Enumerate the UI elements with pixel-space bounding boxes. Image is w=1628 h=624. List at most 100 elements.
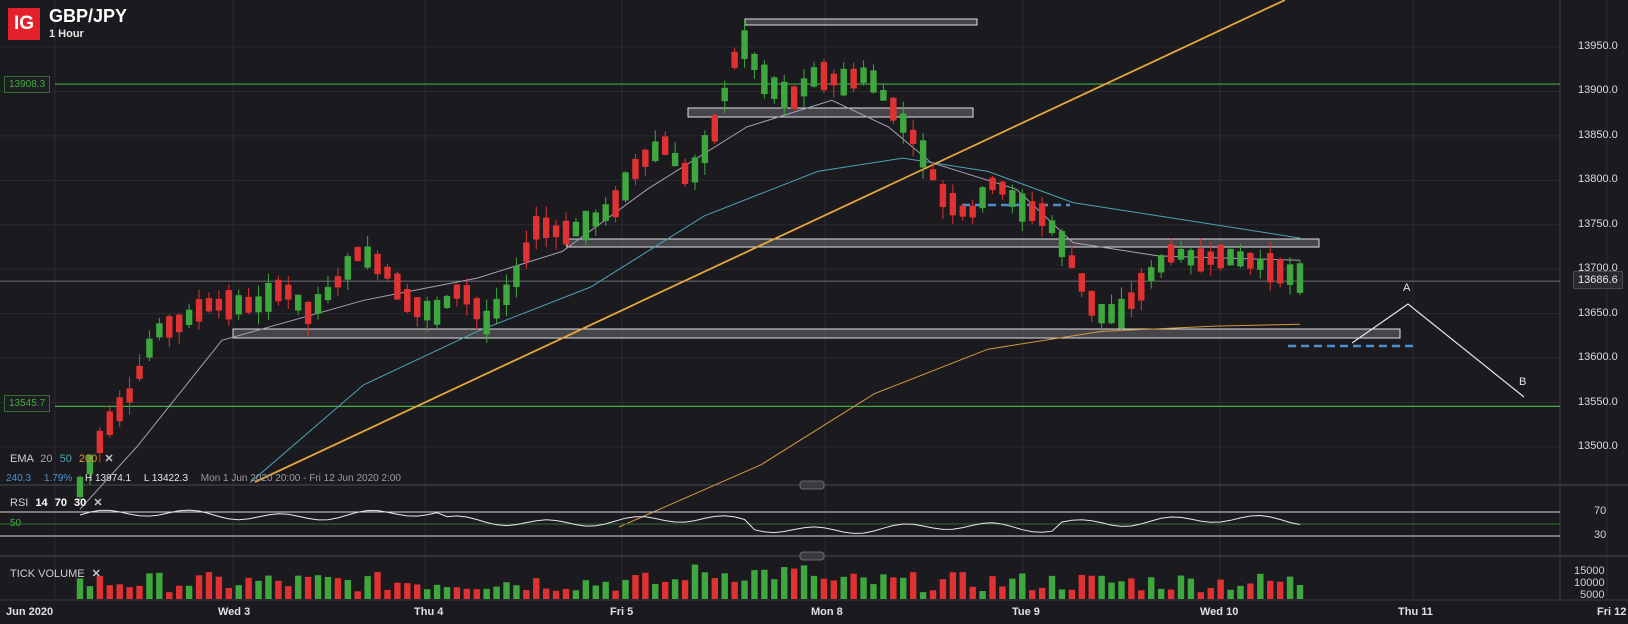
volume-bar [453, 587, 461, 599]
candle-body [671, 152, 679, 167]
candle [790, 85, 798, 111]
candle-body [1048, 220, 1056, 234]
volume-bar [423, 589, 431, 599]
volume-bar [146, 573, 153, 599]
candle-body [542, 217, 550, 239]
candle [552, 219, 560, 250]
volume-bar [810, 575, 818, 599]
price-tick-label: 13950.0 [1578, 40, 1618, 52]
volume-bar [900, 577, 907, 599]
candle [681, 158, 689, 187]
candle [245, 287, 252, 315]
range-boxes [232, 18, 1401, 339]
volume-legend[interactable]: TICK VOLUME ✕ [10, 567, 101, 580]
candle [1088, 290, 1095, 322]
rsi-label: RSI [10, 497, 29, 509]
ema20-line [79, 99, 1301, 510]
instrument-title: GBP/JPY [49, 6, 128, 26]
candle-body [1167, 244, 1175, 263]
candle-body [1197, 248, 1205, 272]
candle [1187, 247, 1195, 275]
candle-body [1207, 251, 1214, 265]
volume-bar [790, 568, 798, 599]
candle [314, 286, 322, 320]
candle [1217, 244, 1224, 271]
candle-body [374, 253, 381, 275]
candle-body [820, 62, 828, 91]
close-rsi-icon[interactable]: ✕ [93, 497, 103, 509]
candle-body [1098, 304, 1105, 324]
candle [761, 60, 768, 99]
volume-bar [1227, 589, 1234, 599]
candle-body [790, 86, 798, 110]
candle [949, 184, 957, 225]
volume-bar [622, 579, 629, 599]
candle [671, 142, 679, 167]
time-tick-label: Fri 12 [1597, 606, 1627, 618]
candle-body [691, 157, 699, 183]
volume-bar [562, 588, 570, 599]
candle-body [235, 295, 242, 315]
volume-bar [582, 580, 590, 599]
candle [166, 314, 173, 348]
candle [205, 292, 213, 313]
candle-body [364, 246, 371, 268]
price-tick-label: 13800.0 [1578, 173, 1618, 186]
volume-bar [235, 585, 242, 599]
candle [225, 284, 232, 326]
volume-bar [1247, 583, 1254, 599]
candle-body [1138, 272, 1145, 301]
candlesticks [76, 20, 1304, 501]
volume-bar [890, 577, 897, 599]
volume-bar [493, 586, 500, 599]
close-ema-icon[interactable]: ✕ [104, 453, 114, 465]
candle [1118, 287, 1125, 332]
candle-body [493, 298, 500, 319]
candle-body [156, 323, 163, 338]
range-box [232, 328, 1401, 339]
candle-body [1257, 258, 1264, 270]
candle-body [562, 220, 570, 245]
candle [850, 62, 857, 93]
volume-bar [533, 578, 540, 599]
ema20-label: 20 [40, 453, 53, 465]
volume-bar [1187, 578, 1195, 599]
ema-legend[interactable]: EMA 20 50 200 ✕ [10, 452, 114, 465]
volume-bar [999, 586, 1006, 599]
candle [175, 313, 183, 344]
rsi-line [79, 509, 1301, 534]
candle [959, 204, 966, 221]
candle [1128, 281, 1135, 318]
candle [870, 64, 877, 94]
volume-bar [929, 590, 937, 599]
price-tick-label: 13850.0 [1578, 128, 1618, 141]
volume-label: TICK VOLUME [10, 568, 85, 580]
volume-bar [265, 575, 272, 599]
candle [919, 133, 927, 179]
candle-body [185, 309, 193, 326]
price-tick-label: 13650.0 [1578, 306, 1618, 319]
volume-bar [384, 589, 391, 599]
candle-body [771, 77, 778, 99]
candle-body [572, 221, 580, 237]
candle [701, 130, 709, 175]
volume-bar [175, 585, 183, 599]
ema200-line [618, 323, 1301, 528]
rsi-legend[interactable]: RSI 14 70 30 ✕ [10, 496, 103, 509]
candle-body [880, 90, 887, 101]
candle-body [503, 284, 510, 306]
candle [860, 60, 867, 86]
volume-bar [1048, 575, 1056, 599]
candle-body [1088, 290, 1095, 316]
volume-bar [503, 582, 510, 599]
volume-bar [334, 578, 342, 599]
candle [1197, 237, 1205, 273]
candle [741, 20, 748, 68]
candle-body [285, 284, 292, 300]
candle [929, 161, 937, 182]
volume-bar [969, 586, 976, 599]
volume-bar [592, 585, 599, 599]
volume-bar [443, 587, 451, 599]
rsi-pane [0, 509, 1560, 537]
close-volume-icon[interactable]: ✕ [91, 568, 101, 580]
